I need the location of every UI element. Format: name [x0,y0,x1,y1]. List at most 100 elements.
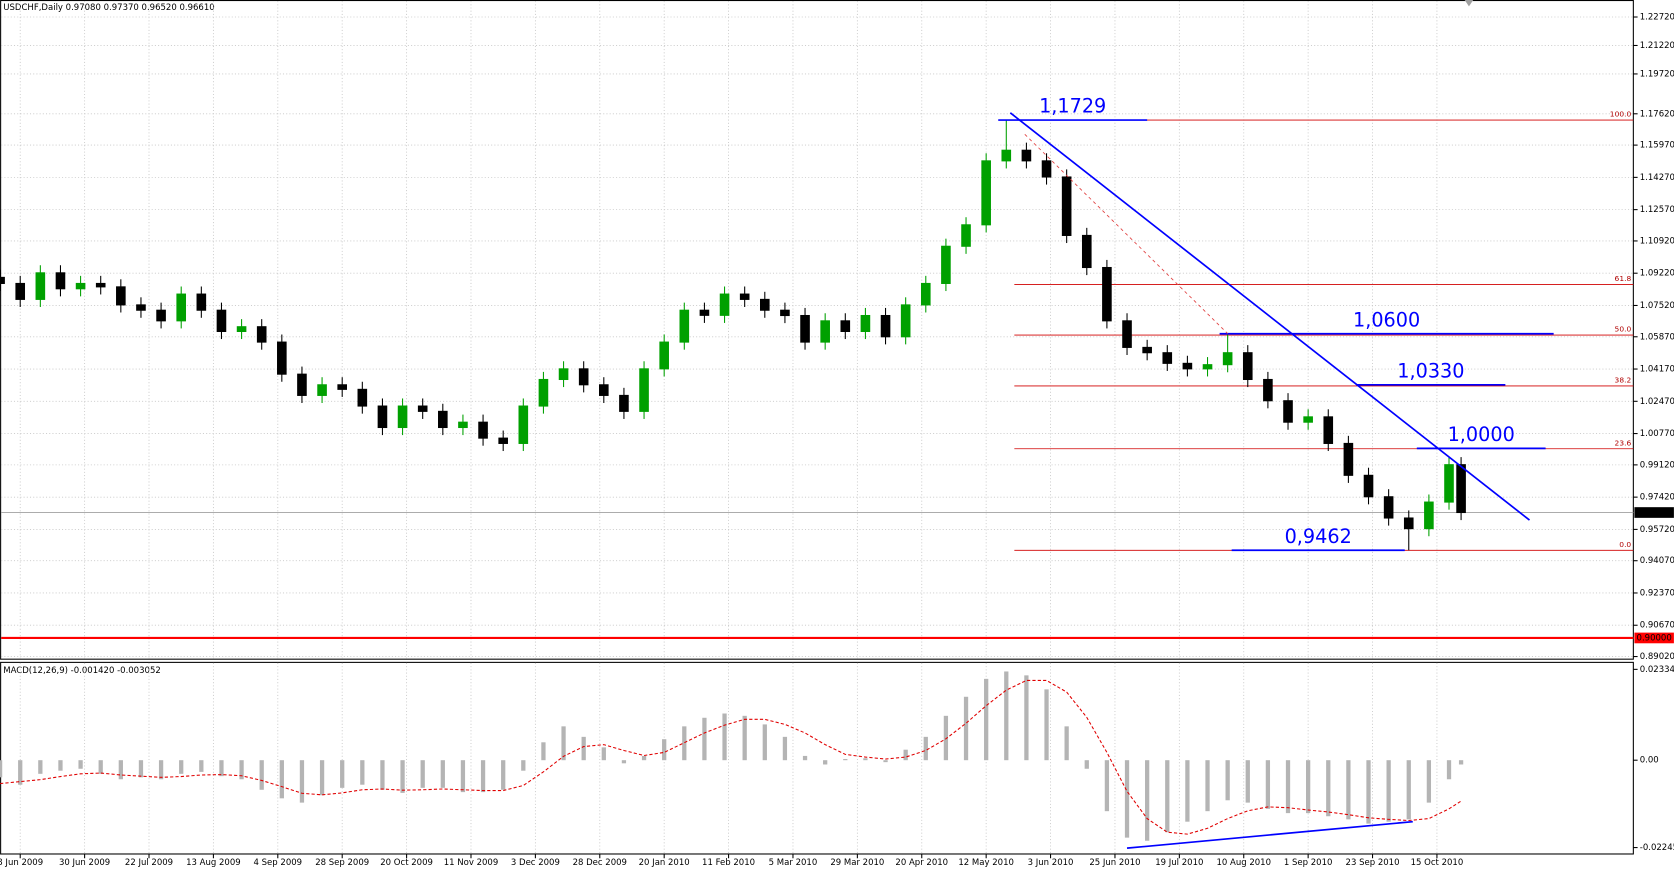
x-tick-label: 15 Oct 2010 [1411,858,1464,868]
macd-bar [501,760,506,790]
candle-body [1343,442,1354,476]
macd-bar [78,760,83,769]
candle-body [1162,352,1173,364]
candle-body [1383,496,1394,519]
candle-body [1444,464,1454,503]
macd-bar [702,717,707,761]
x-tick-label: 1 Sep 2010 [1284,858,1333,868]
candle-body [458,421,468,429]
macd-bar [742,715,747,761]
chart-title: USDCHF,Daily 0.97080 0.97370 0.96520 0.9… [3,3,214,13]
x-tick-label: 28 Dec 2009 [573,858,627,868]
macd-bar [138,760,144,778]
candle-body [1403,517,1414,530]
macd-bar [1346,760,1351,820]
y-tick-label: 0.90670 [1640,621,1674,631]
candle-body [256,326,267,343]
macd-bar [340,760,345,788]
candle-body [578,368,589,386]
y-tick-label: 1.04170 [1640,365,1674,375]
macd-bar [1426,760,1432,803]
macd-bar [98,760,103,774]
macd-bar [521,760,526,771]
candle-body [357,388,368,407]
x-tick-label: 22 Jul 2009 [125,858,173,868]
candle-body [0,276,5,284]
candle-body [920,282,931,306]
y-tick-label: 0.023343 [1640,665,1674,675]
x-tick-label: 10 Aug 2010 [1216,858,1271,868]
macd-bar [1326,760,1331,817]
macd-bar [541,742,546,761]
macd-bar [782,736,788,761]
x-tick-label: 3 Dec 2009 [511,858,560,868]
macd-bar [1145,760,1150,841]
x-tick-label: 8 Jun 2009 [0,858,43,868]
candle-body [941,245,951,284]
macd-bar [581,736,586,761]
macd-bar [1366,760,1371,824]
price-level-label: 1,0600 [1353,308,1420,331]
candle-body [377,405,388,429]
y-tick-label: 1.05870 [1640,332,1674,342]
x-tick-label: 20 Apr 2010 [895,858,948,868]
candle-body [95,282,106,288]
x-tick-label: 28 Sep 2009 [315,858,369,868]
macd-bar [1285,760,1291,814]
candle-body [981,160,991,226]
y-tick-label: 1.14270 [1640,173,1674,183]
candle-body [780,309,790,317]
candle-body [739,293,750,300]
x-tick-label: 20 Oct 2009 [380,858,433,868]
y-tick-label: 1.00770 [1640,429,1674,439]
y-tick-label: 1.22720 [1640,13,1674,23]
candle-body [1456,464,1466,514]
candle-body [880,314,891,338]
macd-bar [1124,760,1130,838]
candle-body [156,309,166,322]
macd-bar [1004,671,1009,761]
macd-bar [1458,760,1464,765]
candle-body [619,394,629,412]
macd-bar [943,715,949,761]
y-tick-label: -0.02245 [1640,843,1674,853]
macd-bar [923,736,928,761]
candle-body [196,293,207,311]
price-level-label: 0,9462 [1285,525,1352,548]
y-tick-label: 0.89020 [1640,652,1674,662]
x-tick-label: 11 Nov 2009 [444,858,499,868]
price-level-label: 1,0000 [1448,423,1515,446]
macd-bar [1024,675,1029,761]
candle-body [1424,501,1434,530]
macd-bar [440,760,445,788]
fibo-label: 0.0 [1619,540,1631,549]
price-level-label: 1,1729 [1039,95,1106,118]
macd-bar [118,760,123,780]
x-tick-label: 29 Mar 2010 [830,858,884,868]
level-tag [1634,632,1674,644]
candle-body [679,309,690,343]
y-tick-label: 1.17620 [1640,109,1674,119]
candle-body [1283,400,1293,423]
candle-body [639,368,649,412]
candle-body [116,286,126,306]
y-tick-label: 0.92370 [1640,588,1674,598]
candle-body [176,293,187,322]
candle-body [1202,364,1213,370]
y-tick-label: 0.95720 [1640,525,1674,535]
candle-body [1001,149,1012,162]
fibo-label: 23.6 [1615,438,1632,447]
macd-bar [38,760,43,774]
candle-body [397,405,408,429]
macd-bar [641,755,647,761]
macd-bar [601,747,606,761]
candle-body [478,421,488,439]
candle-body [216,309,227,332]
macd-bar [762,724,767,761]
x-tick-label: 13 Aug 2009 [186,858,241,868]
x-tick-label: 5 Mar 2010 [769,858,818,868]
candle-body [136,304,146,311]
macd-bar [863,758,868,761]
macd-bar [883,760,888,763]
